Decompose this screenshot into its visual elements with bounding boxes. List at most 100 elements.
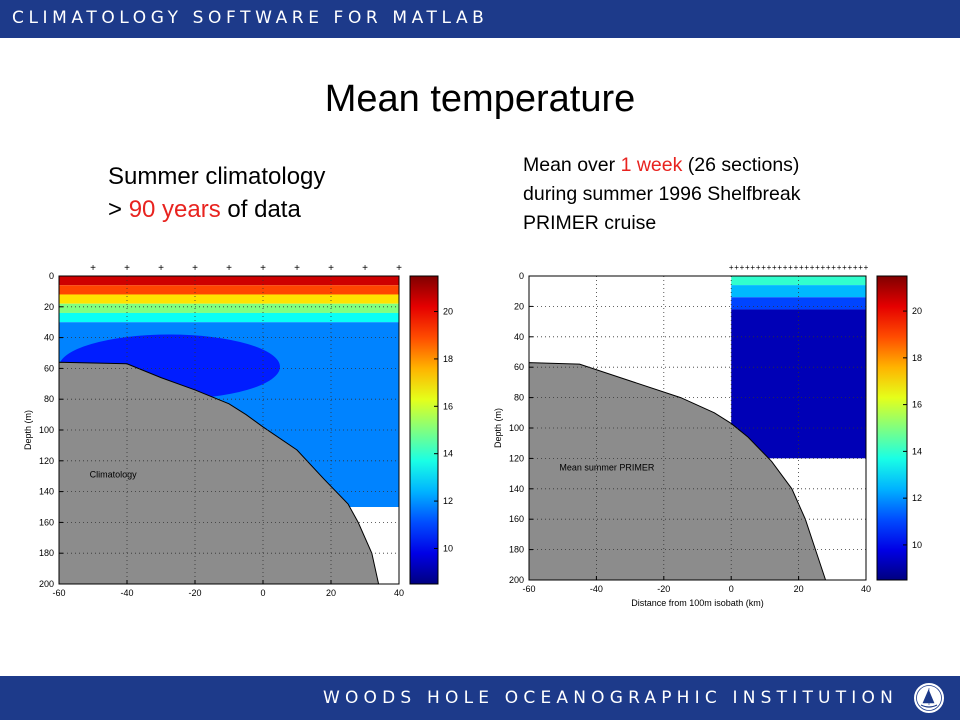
x-tick-label: -60 bbox=[522, 584, 535, 594]
temperature-layer-4 bbox=[731, 309, 866, 459]
x-tick-label: -60 bbox=[52, 588, 65, 598]
left-caption-line1: Summer climatology bbox=[108, 163, 326, 190]
station-mark: + bbox=[756, 263, 761, 272]
right-caption-suffix: (26 sections) bbox=[682, 154, 800, 176]
y-tick-label: 160 bbox=[509, 514, 524, 524]
left-caption-suffix: of data bbox=[220, 196, 301, 223]
right-caption: Mean over 1 week (26 sections) during su… bbox=[523, 151, 801, 238]
bathymetry bbox=[528, 362, 827, 581]
temperature-layer-3 bbox=[59, 294, 399, 304]
left-caption: Summer climatology > 90 years of data bbox=[108, 160, 325, 226]
whoi-seal-icon bbox=[913, 682, 945, 714]
y-tick-label: 60 bbox=[44, 363, 54, 373]
station-mark: + bbox=[783, 263, 788, 272]
station-mark: + bbox=[853, 263, 858, 272]
y-tick-label: 140 bbox=[509, 484, 524, 494]
station-mark: + bbox=[815, 263, 820, 272]
temperature-layer-2 bbox=[731, 285, 866, 298]
x-tick-label: -40 bbox=[120, 588, 133, 598]
station-mark: + bbox=[745, 263, 750, 272]
station-mark: + bbox=[294, 263, 300, 274]
x-axis-label: Distance from 100m isobath (km) bbox=[631, 598, 764, 608]
y-tick-label: 120 bbox=[39, 456, 54, 466]
x-tick-label: 20 bbox=[794, 584, 804, 594]
station-mark: + bbox=[826, 263, 831, 272]
y-tick-label: 20 bbox=[44, 302, 54, 312]
footer-institution: WOODS HOLE OCEANOGRAPHIC INSTITUTION bbox=[322, 688, 898, 708]
y-tick-label: 20 bbox=[514, 301, 524, 311]
y-tick-label: 200 bbox=[509, 575, 524, 585]
station-mark: + bbox=[842, 263, 847, 272]
x-tick-label: 40 bbox=[394, 588, 404, 598]
station-mark: + bbox=[328, 263, 334, 274]
colorbar-tick-label: 14 bbox=[443, 449, 453, 459]
chart-2: -60 -40 -20 0 20 40 0 20 40 60 80 100 120 140 160 180 20… bbox=[493, 263, 922, 608]
colorbar bbox=[409, 275, 439, 585]
station-mark: + bbox=[124, 263, 130, 274]
temperature-layer-3 bbox=[731, 297, 866, 310]
station-mark: + bbox=[858, 263, 863, 272]
station-mark: + bbox=[794, 263, 799, 272]
colorbar-tick-label: 18 bbox=[912, 353, 922, 363]
y-axis-label: Depth (m) bbox=[23, 410, 33, 450]
y-tick-label: 0 bbox=[49, 271, 54, 281]
station-mark: + bbox=[158, 263, 164, 274]
station-mark: + bbox=[804, 263, 809, 272]
colorbar-tick-label: 16 bbox=[912, 400, 922, 410]
y-tick-label: 180 bbox=[509, 545, 524, 555]
y-tick-label: 40 bbox=[514, 332, 524, 342]
temperature-sections-figure: -60 -40 -20 0 20 4002040608010012014016018020… bbox=[23, 263, 922, 608]
left-caption-line2: > 90 years of data bbox=[108, 193, 325, 226]
chart-1: -60 -40 -20 0 20 40 0 20 40 60 80 100 120 140 160 180 20… bbox=[23, 263, 453, 598]
station-mark: + bbox=[260, 263, 266, 274]
station-mark: + bbox=[740, 263, 745, 272]
y-tick-label: 0 bbox=[519, 271, 524, 281]
colorbar-tick-label: 16 bbox=[443, 401, 453, 411]
station-mark: + bbox=[772, 263, 777, 272]
plot-annotation: Climatology bbox=[90, 470, 138, 480]
station-mark: + bbox=[831, 263, 836, 272]
y-tick-label: 40 bbox=[44, 333, 54, 343]
plot-annotation: Mean summer PRIMER bbox=[559, 463, 655, 473]
x-tick-label: 40 bbox=[861, 584, 871, 594]
x-tick-label: 20 bbox=[326, 588, 336, 598]
station-mark: + bbox=[788, 263, 793, 272]
station-mark: + bbox=[821, 263, 826, 272]
slide-title: Mean temperature bbox=[324, 78, 636, 120]
station-mark: + bbox=[799, 263, 804, 272]
right-caption-prefix: Mean over bbox=[523, 154, 621, 176]
station-mark: + bbox=[750, 263, 755, 272]
station-mark: + bbox=[729, 263, 734, 272]
colorbar-tick-label: 20 bbox=[443, 307, 453, 317]
footer-banner: WOODS HOLE OCEANOGRAPHIC INSTITUTION bbox=[0, 676, 960, 720]
right-caption-highlight: 1 week bbox=[620, 154, 683, 176]
station-mark: + bbox=[810, 263, 815, 272]
colorbar-tick-label: 20 bbox=[912, 306, 922, 316]
right-caption-line2: during summer 1996 Shelfbreak bbox=[523, 183, 801, 205]
y-tick-label: 100 bbox=[39, 425, 54, 435]
y-tick-label: 80 bbox=[44, 394, 54, 404]
y-axis-label: Depth (m) bbox=[493, 408, 503, 448]
colorbar bbox=[876, 275, 908, 581]
x-tick-label: -20 bbox=[188, 588, 201, 598]
y-tick-label: 100 bbox=[509, 423, 524, 433]
station-mark: + bbox=[847, 263, 852, 272]
bathymetry bbox=[58, 361, 380, 585]
station-mark: + bbox=[396, 263, 402, 274]
banner-title: CLIMATOLOGY SOFTWARE FOR MATLAB bbox=[12, 8, 489, 28]
station-mark: + bbox=[837, 263, 842, 272]
colorbar-tick-label: 18 bbox=[443, 354, 453, 364]
colorbar-tick-label: 12 bbox=[912, 493, 922, 503]
right-caption-line3: PRIMER cruise bbox=[523, 212, 657, 234]
left-caption-prefix: > bbox=[108, 196, 129, 223]
temperature-layer-2 bbox=[59, 285, 399, 295]
x-tick-label: 0 bbox=[260, 588, 265, 598]
y-tick-label: 120 bbox=[509, 453, 524, 463]
colorbar-tick-label: 12 bbox=[443, 496, 453, 506]
x-tick-label: 0 bbox=[729, 584, 734, 594]
station-mark: + bbox=[864, 263, 869, 272]
y-tick-label: 60 bbox=[514, 362, 524, 372]
y-tick-label: 80 bbox=[514, 393, 524, 403]
station-mark: + bbox=[362, 263, 368, 274]
temperature-layer-4 bbox=[59, 303, 399, 313]
